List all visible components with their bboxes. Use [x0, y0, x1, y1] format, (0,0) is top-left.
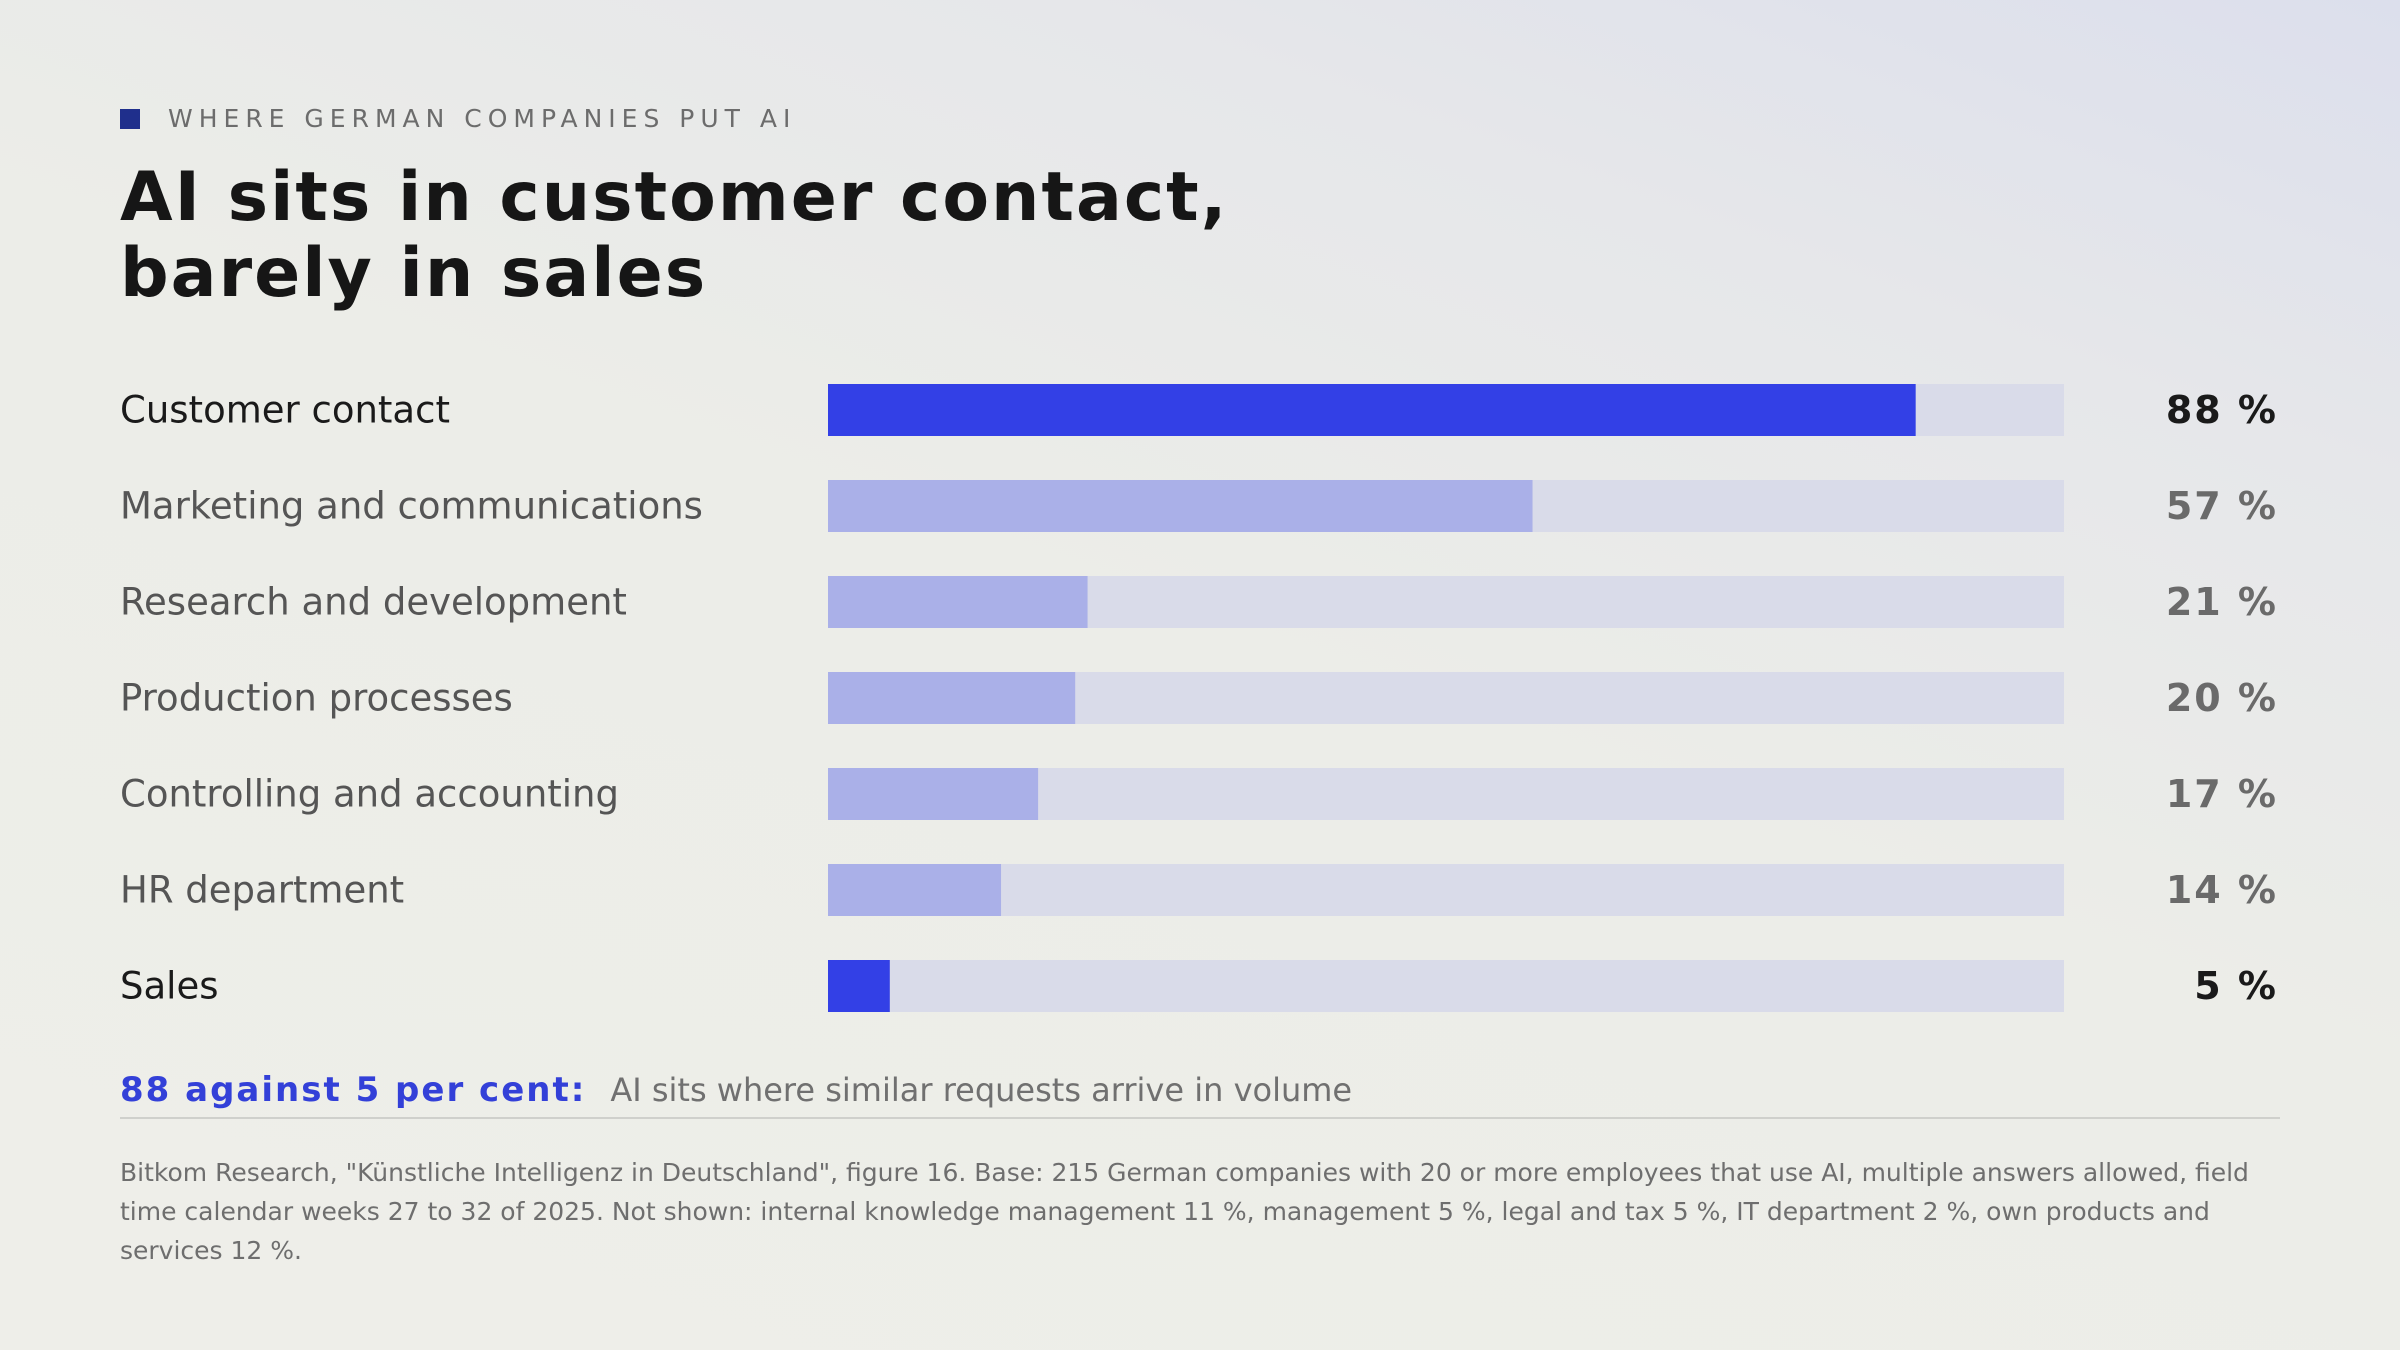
bar	[828, 768, 1039, 820]
bar-row: Controlling and accounting 17 %	[120, 768, 2278, 820]
bar-row: Research and development 21 %	[120, 576, 2278, 628]
summary: 88 against 5 per cent: AI sits where sim…	[120, 1070, 1352, 1110]
category-label: Marketing and communications	[120, 485, 703, 528]
bar-row: HR department 14 %	[120, 864, 2278, 916]
bar	[828, 576, 1088, 628]
eyebrow-square-icon	[120, 108, 140, 129]
source-note: Bitkom Research, "Künstliche Intelligenz…	[120, 1158, 2249, 1265]
category-label: HR department	[120, 869, 404, 912]
value-label: 20 %	[2166, 676, 2278, 720]
summary-lead: 88 against 5 per cent:	[120, 1070, 587, 1110]
bar-row: Sales 5 %	[120, 960, 2278, 1012]
eyebrow: WHERE GERMAN COMPANIES PUT AI	[120, 104, 796, 133]
value-label: 17 %	[2166, 772, 2278, 816]
chart-title-line-2: barely in sales	[120, 234, 708, 313]
eyebrow-text: WHERE GERMAN COMPANIES PUT AI	[168, 104, 797, 133]
bar-chart: Customer contact 88 % Marketing and commun…	[120, 384, 2278, 1012]
value-label: 57 %	[2166, 484, 2278, 528]
divider	[120, 1117, 2280, 1119]
bar-row: Customer contact 88 %	[120, 384, 2278, 436]
bar-track	[828, 960, 2064, 1012]
category-label: Controlling and accounting	[120, 773, 619, 816]
value-label: 88 %	[2166, 388, 2278, 432]
chart-title: AI sits in customer contact, barely in s…	[120, 160, 1620, 312]
category-label: Customer contact	[120, 389, 450, 432]
category-label: Production processes	[120, 677, 513, 720]
value-label: 14 %	[2166, 868, 2278, 912]
bar	[828, 384, 1916, 436]
bar-row: Marketing and communications 57 %	[120, 480, 2278, 532]
value-label: 21 %	[2166, 580, 2278, 624]
summary-text: AI sits where similar requests arrive in…	[610, 1071, 1353, 1109]
bar-track	[828, 864, 2064, 916]
value-label: 5 %	[2194, 964, 2278, 1008]
bar	[828, 672, 1076, 724]
bar-row: Production processes 20 %	[120, 672, 2278, 724]
category-label: Research and development	[120, 581, 627, 624]
bar	[828, 480, 1533, 532]
category-label: Sales	[120, 965, 218, 1008]
chart-title-line-1: AI sits in customer contact,	[120, 158, 1229, 237]
bar	[828, 960, 890, 1012]
bar	[828, 864, 1002, 916]
